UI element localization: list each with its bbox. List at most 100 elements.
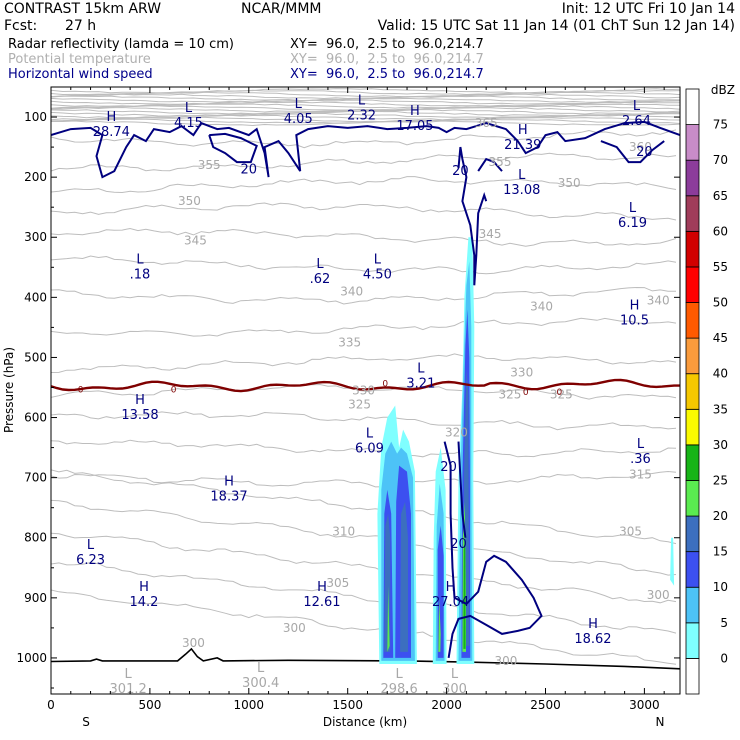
field-reflectivity-xy: XY= 96.0, 2.5 to 96.0,214.7	[290, 37, 484, 52]
theta-label-2: 355	[198, 158, 221, 172]
wind-labels: 20 20 20 20 20 0 0 0 0 0	[78, 145, 653, 552]
field-reflectivity-name: Radar reflectivity (lamda = 10 cm)	[8, 37, 234, 52]
theta-label-20: 305	[619, 525, 642, 539]
hl-letter-24: L	[257, 661, 265, 676]
hl-letter-19: H	[139, 580, 149, 595]
colorbar-swatch-10	[685, 302, 700, 339]
theta-contour	[51, 176, 677, 194]
theta-label-15: 325	[498, 388, 521, 402]
colorbar-level-6: 30	[713, 438, 728, 452]
colorbar-swatch-16	[685, 88, 700, 125]
y-axis-label: Pressure (hPa)	[2, 347, 16, 433]
theta-contour	[51, 383, 677, 400]
theta-contour	[51, 589, 677, 665]
colorbar-swatch-14	[685, 159, 700, 197]
wind-label-7: 0	[382, 380, 388, 390]
org-title: NCAR/MMM	[241, 1, 322, 17]
theta-label-10: 340	[647, 293, 670, 307]
theta-label-4: 350	[178, 194, 201, 208]
colorbar-level-13: 65	[713, 189, 728, 203]
wind-label-0: 20	[241, 162, 258, 177]
colorbar-swatch-11	[685, 266, 700, 303]
colorbar-level-3: 15	[713, 545, 728, 559]
wind-contour-3	[477, 157, 503, 172]
theta-label-5: 350	[558, 176, 581, 190]
hl-value-17: 18.37	[210, 490, 247, 505]
hl-letter-7: L	[518, 168, 526, 183]
hl-letter-21: H	[446, 580, 456, 595]
colorbar-swatch-1	[685, 622, 700, 659]
hl-letter-11: L	[374, 252, 382, 267]
ground-surface	[51, 647, 680, 670]
potential-temperature-contours	[51, 88, 680, 670]
wind-contour-2	[457, 146, 488, 286]
theta-label-17: 320	[445, 426, 468, 440]
x-tick-label: 2000	[431, 698, 462, 712]
theta-contour	[51, 317, 677, 337]
theta-label-14: 325	[348, 397, 371, 411]
colorbar-level-0: 0	[720, 651, 728, 665]
colorbar-swatch-7	[685, 408, 700, 446]
wind-contour-0	[51, 120, 680, 179]
theta-contour	[51, 353, 677, 373]
theta-contour-strat	[51, 91, 680, 98]
wind-label-9: 0	[556, 388, 562, 398]
theta-contour-strat	[51, 120, 680, 127]
x-tick-label: 0	[47, 698, 55, 712]
y-tick-label: 400	[24, 290, 47, 304]
hl-value-16: .36	[630, 452, 651, 467]
theta-contour	[51, 286, 677, 305]
valid-time: Valid: 15 UTC Sat 11 Jan 14 (01 ChT Sun …	[378, 18, 735, 34]
hl-letter-12: H	[630, 299, 640, 314]
wind-contour-6	[457, 441, 467, 538]
theta-label-12: 330	[352, 384, 375, 398]
theta-label-25: 300	[182, 636, 205, 650]
wind-speed-contours	[51, 120, 680, 659]
hl-value-25: 298.6	[381, 682, 418, 697]
colorbar-level-12: 60	[713, 224, 728, 238]
field-wind-xy: XY= 96.0, 2.5 to 96.0,214.7	[290, 67, 484, 82]
theta-contour-strat	[51, 114, 680, 121]
theta-contour	[51, 499, 677, 576]
colorbar-swatch-0	[685, 658, 700, 695]
zero-wind-contour	[51, 378, 680, 393]
theta-contour-strat	[51, 116, 680, 123]
theta-contour-strat	[51, 109, 680, 115]
y-tick-label: 1000	[16, 651, 47, 665]
hl-value-7: 13.08	[503, 183, 540, 198]
colorbar-level-5: 25	[713, 473, 728, 487]
colorbar-swatch-9	[685, 337, 700, 375]
y-tick-label: 600	[24, 411, 47, 425]
x-tick-label: 1500	[332, 698, 363, 712]
colorbar-swatch-6	[685, 444, 700, 481]
hl-letter-6: L	[633, 99, 641, 114]
theta-contour	[51, 129, 677, 149]
field-theta-name: Potential temperature	[8, 52, 151, 67]
hl-letter-10: L	[316, 257, 324, 272]
hl-letter-1: L	[185, 101, 193, 116]
hl-letter-4: H	[410, 104, 420, 119]
x-tick-label: 500	[138, 698, 161, 712]
hl-value-22: 18.62	[574, 632, 611, 647]
theta-label-22: 300	[647, 588, 670, 602]
x-tick-label: 3000	[629, 698, 660, 712]
hl-letter-23: L	[125, 667, 133, 682]
theta-label-23: 300	[494, 654, 517, 668]
hl-letter-17: H	[224, 475, 234, 490]
wind-label-3: 20	[440, 460, 457, 475]
colorbar-level-8: 40	[713, 367, 728, 381]
colorbar-level-4: 20	[713, 509, 728, 523]
theta-label-16: 325	[550, 388, 573, 402]
hl-value-6: 2.64	[622, 114, 651, 129]
hl-letter-22: H	[588, 617, 598, 632]
x-tick-label: 2500	[530, 698, 561, 712]
model-title: CONTRAST 15km ARW	[4, 1, 161, 17]
field-legend: Radar reflectivity (lamda = 10 cm) XY= 9…	[8, 37, 484, 82]
y-tick-label: 500	[24, 350, 47, 364]
x-axis-label: Distance (km)	[323, 715, 407, 729]
hl-letter-0: H	[106, 110, 116, 125]
theta-contour	[51, 532, 677, 604]
theta-contour	[51, 470, 677, 488]
hl-value-21: 27.04	[432, 595, 469, 610]
